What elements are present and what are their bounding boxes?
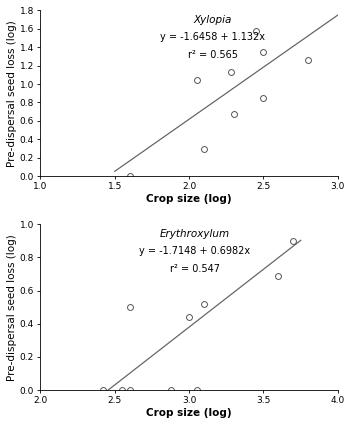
Point bbox=[231, 111, 237, 118]
Point bbox=[194, 77, 199, 84]
X-axis label: Crop size (log): Crop size (log) bbox=[146, 194, 232, 204]
Point bbox=[261, 48, 266, 55]
Point bbox=[127, 387, 132, 394]
Point bbox=[201, 300, 207, 307]
Y-axis label: Pre-dispersal seed loss (log): Pre-dispersal seed loss (log) bbox=[7, 234, 17, 380]
Text: r² = 0.565: r² = 0.565 bbox=[188, 50, 238, 60]
Point bbox=[305, 57, 311, 64]
Point bbox=[169, 387, 174, 394]
Text: Erythroxylum: Erythroxylum bbox=[160, 230, 230, 239]
Point bbox=[201, 145, 207, 152]
Text: r² = 0.547: r² = 0.547 bbox=[170, 264, 220, 274]
Point bbox=[261, 94, 266, 101]
Point bbox=[276, 272, 281, 279]
Text: y = -1.6458 + 1.132x: y = -1.6458 + 1.132x bbox=[161, 32, 265, 42]
Point bbox=[253, 27, 259, 34]
Point bbox=[127, 173, 132, 179]
Text: y = -1.7148 + 0.6982x: y = -1.7148 + 0.6982x bbox=[139, 246, 251, 256]
X-axis label: Crop size (log): Crop size (log) bbox=[146, 408, 232, 418]
Text: Xylopia: Xylopia bbox=[194, 15, 232, 26]
Point bbox=[119, 387, 125, 394]
Point bbox=[127, 304, 132, 311]
Y-axis label: Pre-dispersal seed loss (log): Pre-dispersal seed loss (log) bbox=[7, 20, 17, 167]
Point bbox=[228, 69, 234, 76]
Point bbox=[100, 387, 106, 394]
Point bbox=[186, 314, 192, 320]
Point bbox=[194, 387, 199, 394]
Point bbox=[290, 238, 296, 244]
